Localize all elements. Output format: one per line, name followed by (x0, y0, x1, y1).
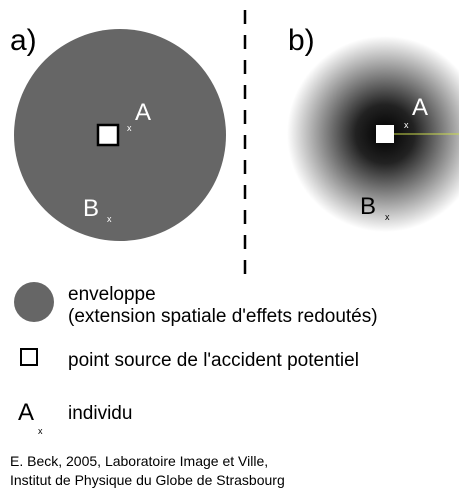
source-point (96, 123, 120, 147)
envelope (14, 29, 226, 241)
point-label: A (135, 99, 151, 126)
point-label: B (360, 193, 376, 220)
legend-text: enveloppe (68, 284, 156, 305)
legend-text: point source de l'accident potentiel (68, 350, 359, 371)
source-point (376, 125, 394, 143)
legend-text: individu (68, 403, 132, 424)
legend-square (20, 348, 38, 366)
marker: x (127, 123, 132, 133)
point-label: B (83, 195, 99, 222)
panel-label: b) (288, 24, 315, 57)
point-label: A (412, 94, 428, 121)
envelope-gradient (287, 36, 459, 232)
legend-text: (extension spatiale d'effets redoutés) (68, 306, 378, 327)
credit: Institut de Physique du Globe de Strasbo… (10, 472, 285, 488)
marker: x (107, 214, 112, 224)
legend-symbol: A (18, 399, 34, 426)
marker: x (38, 426, 43, 436)
credit: E. Beck, 2005, Laboratoire Image et Vill… (10, 453, 268, 469)
marker: x (385, 212, 390, 222)
legend-circle (14, 282, 54, 322)
marker: x (404, 120, 409, 130)
panel-label: a) (10, 24, 37, 57)
